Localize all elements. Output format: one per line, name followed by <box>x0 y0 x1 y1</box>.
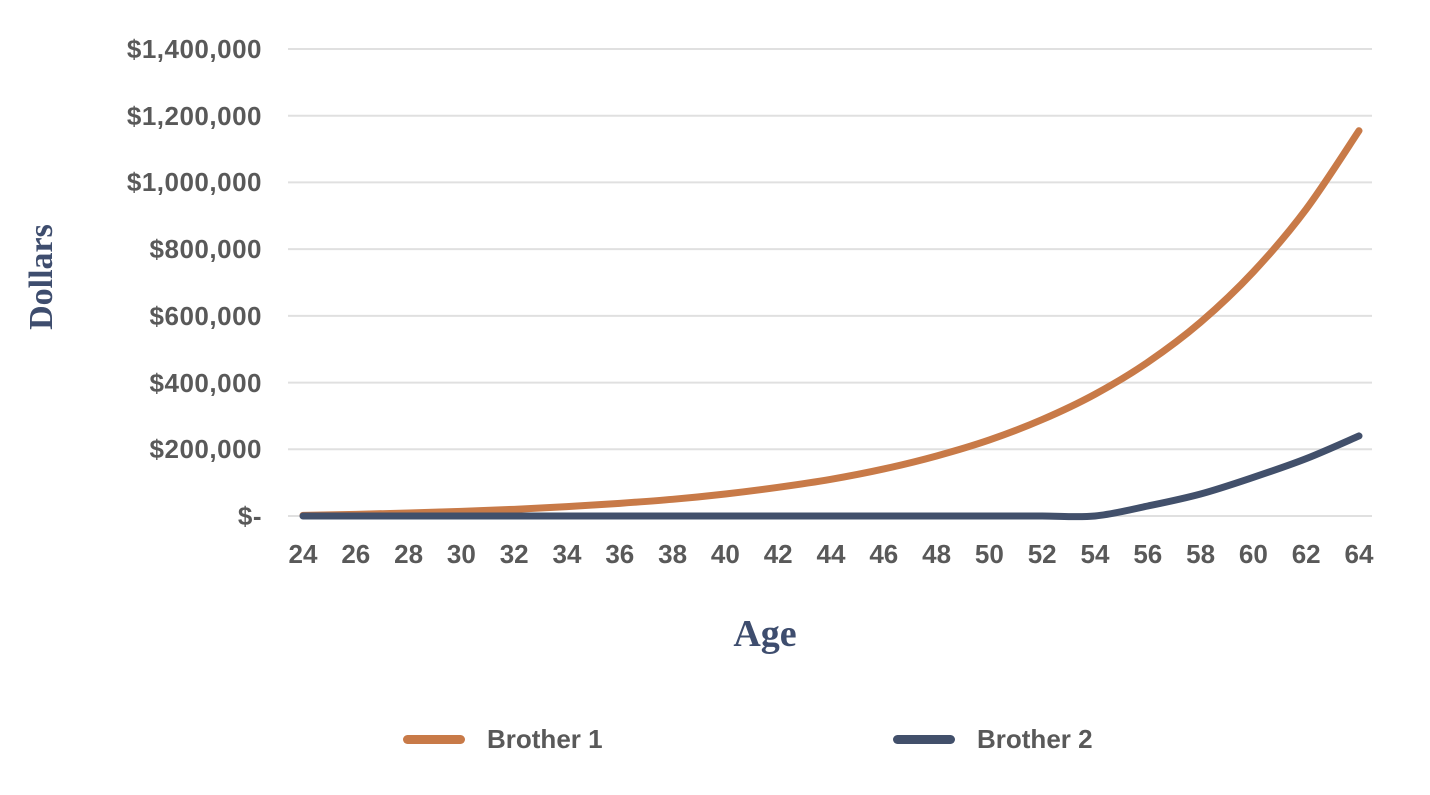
legend-label-brother-1: Brother 1 <box>487 724 603 754</box>
x-tick-label: 30 <box>446 539 476 569</box>
x-tick-label: 40 <box>710 539 740 569</box>
legend-item-brother-1: Brother 1 <box>403 725 603 753</box>
series-line-brother-1 <box>299 127 1363 519</box>
x-tick-label: 50 <box>974 539 1004 569</box>
x-tick-label: 36 <box>605 539 635 569</box>
x-tick-label: 26 <box>341 539 371 569</box>
y-tick-label: $1,400,000 <box>126 34 262 64</box>
y-tick-label: $400,000 <box>149 367 262 398</box>
series-line-brother-2 <box>299 432 1363 521</box>
y-tick-label: $1,200,000 <box>126 100 262 131</box>
x-tick-label: 60 <box>1238 539 1268 569</box>
brother-1-line-swatch <box>403 734 465 744</box>
x-tick-label: 48 <box>922 539 952 569</box>
x-tick-label: 56 <box>1133 539 1163 569</box>
legend-label-brother-2: Brother 2 <box>977 724 1093 754</box>
y-tick-label: $800,000 <box>149 234 262 265</box>
x-tick-label: 44 <box>816 539 846 569</box>
y-tick-label: $200,000 <box>149 434 262 465</box>
x-axis-title: Age <box>733 613 797 655</box>
x-tick-label: 54 <box>1080 539 1110 569</box>
x-tick-label: 28 <box>394 539 424 569</box>
y-tick-label: $600,000 <box>149 300 262 331</box>
y-tick-label: $- <box>237 501 262 531</box>
brother-2-line-swatch <box>893 734 955 744</box>
x-tick-label: 46 <box>869 539 899 569</box>
x-tick-label: 38 <box>658 539 688 569</box>
x-tick-label: 62 <box>1291 539 1321 569</box>
x-tick-label: 42 <box>763 539 793 569</box>
x-tick-label: 58 <box>1186 539 1216 569</box>
legend-item-brother-2: Brother 2 <box>893 725 1093 753</box>
y-tick-label: $1,000,000 <box>126 167 262 198</box>
x-tick-label: 24 <box>288 539 318 569</box>
x-tick-label: 34 <box>552 539 582 569</box>
x-tick-label: 52 <box>1027 539 1057 569</box>
x-tick-label: 64 <box>1344 539 1374 569</box>
x-tick-label: 32 <box>499 539 529 569</box>
